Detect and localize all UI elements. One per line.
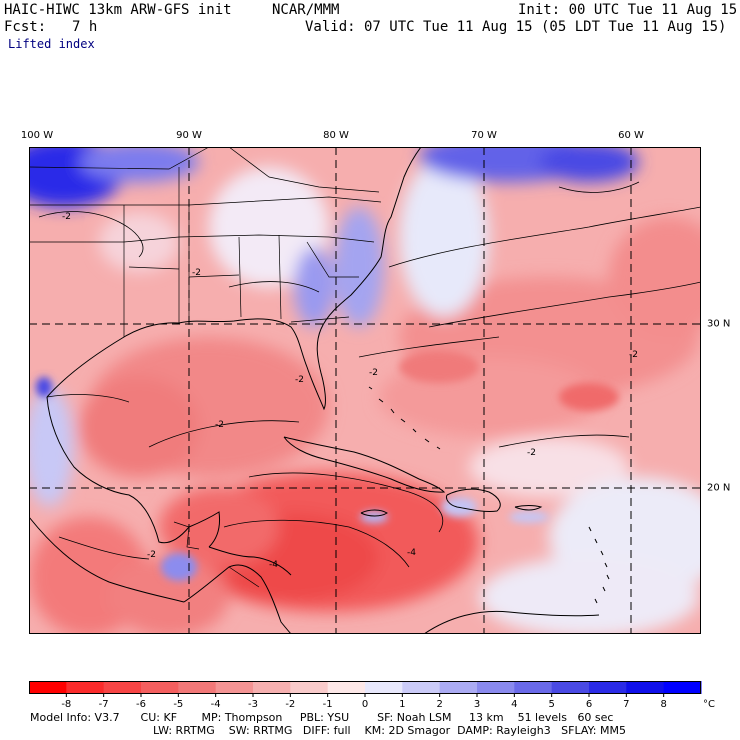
colorbar-swatch [29, 681, 67, 694]
forecast-label: Fcst: [4, 19, 47, 35]
lon-label-80w: 80 W [323, 130, 349, 141]
colorbar-tick-label: -6 [136, 699, 146, 710]
colorbar-swatch [103, 681, 142, 694]
colorbar-swatch [439, 681, 478, 694]
lat-label-30n: 30 N [707, 318, 731, 330]
lon-label-70w: 70 W [471, 130, 497, 141]
state-borders [29, 147, 382, 337]
forecast-hour: 7 h [72, 19, 98, 35]
colorbar-tick-label: -4 [211, 699, 221, 710]
colorbar-unit: °C [703, 699, 715, 710]
contour-label: -2 [629, 350, 638, 360]
colorbar-tick-label: 4 [511, 699, 517, 710]
colorbar-swatch [290, 681, 329, 694]
colorbar-tick-label: 0 [362, 699, 368, 710]
contour-label: -4 [269, 560, 278, 570]
colorbar-swatch [663, 681, 702, 694]
colorbar-swatches [29, 681, 702, 694]
colorbar-swatch [215, 681, 254, 694]
colorbar-ticks: -8 -7 -6 -5 -4 -3 -2 -1 0 1 2 3 4 5 6 7 8 [61, 694, 667, 710]
contour-label: -2 [215, 420, 224, 430]
map-frame [29, 147, 701, 634]
field-name: Lifted index [8, 37, 95, 51]
colorbar-tick-label: 1 [399, 699, 405, 710]
colorbar-tick-label: 6 [586, 699, 592, 710]
init-time: Init: 00 UTC Tue 11 Aug 15 [518, 2, 738, 18]
colorbar-tick-label: -8 [61, 699, 71, 710]
colorbar-tick-label: -7 [99, 699, 109, 710]
contour-label: -2 [62, 212, 71, 222]
colorbar-swatch [365, 681, 403, 694]
colorbar-tick-label: 3 [474, 699, 480, 710]
model-info-line2: LW: RRTMG SW: RRTMG DIFF: full KM: 2D Sm… [153, 724, 626, 737]
contour-label: -2 [192, 268, 201, 278]
contours [38, 181, 701, 568]
colorbar-tick-label: 7 [623, 699, 629, 710]
colorbar-frame [29, 681, 701, 694]
valid-time: Valid: 07 UTC Tue 11 Aug 15 (05 LDT Tue … [305, 19, 727, 35]
colorbar-swatch [477, 681, 515, 694]
colorbar-tick-label: -2 [285, 699, 295, 710]
lon-label-90w: 90 W [176, 130, 202, 141]
model-info-line1: Model Info: V3.7 CU: KF MP: Thompson PBL… [30, 711, 614, 724]
colorbar: -8 -7 -6 -5 -4 -3 -2 -1 0 1 2 3 4 5 6 7 8 °C [29, 681, 715, 710]
lon-label-60w: 60 W [618, 130, 644, 141]
country-borders [46, 394, 260, 588]
field-detail [36, 351, 619, 581]
colorbar-swatch [253, 681, 291, 694]
colorbar-swatch [514, 681, 553, 694]
colorbar-swatch [141, 681, 179, 694]
model-title: HAIC-HIWC 13km ARW-GFS init [4, 2, 232, 18]
colorbar-swatch [589, 681, 627, 694]
contour-label: -2 [295, 375, 304, 385]
colorbar-tick-label: 2 [436, 699, 442, 710]
colorbar-tick-label: -1 [323, 699, 333, 710]
colorbar-swatch [327, 681, 366, 694]
colorbar-swatch [626, 681, 665, 694]
lat-label-20n: 20 N [707, 482, 731, 494]
contour-label: -2 [527, 448, 536, 458]
org-label: NCAR/MMM [272, 2, 340, 18]
colorbar-swatch [178, 681, 217, 694]
colorbar-tick-label: 5 [548, 699, 554, 710]
colorbar-tick-label: -5 [173, 699, 183, 710]
lon-label-100w: 100 W [20, 130, 54, 141]
colorbar-swatch [551, 681, 590, 694]
colorbar-swatch [402, 681, 441, 694]
contour-labels: -2 -2 -2 -2 -4 -2 -2 -4 -2 -2 [62, 212, 638, 570]
lifted-index-map: -2 -2 -2 -2 -4 -2 -2 -4 -2 -2 [29, 147, 701, 634]
colorbar-tick-label: 8 [660, 699, 666, 710]
graticule [29, 147, 701, 634]
contour-label: -2 [147, 550, 156, 560]
contour-label: -2 [369, 368, 378, 378]
colorbar-tick-label: -3 [248, 699, 258, 710]
contour-label: -4 [407, 548, 416, 558]
colorbar-swatch [66, 681, 105, 694]
